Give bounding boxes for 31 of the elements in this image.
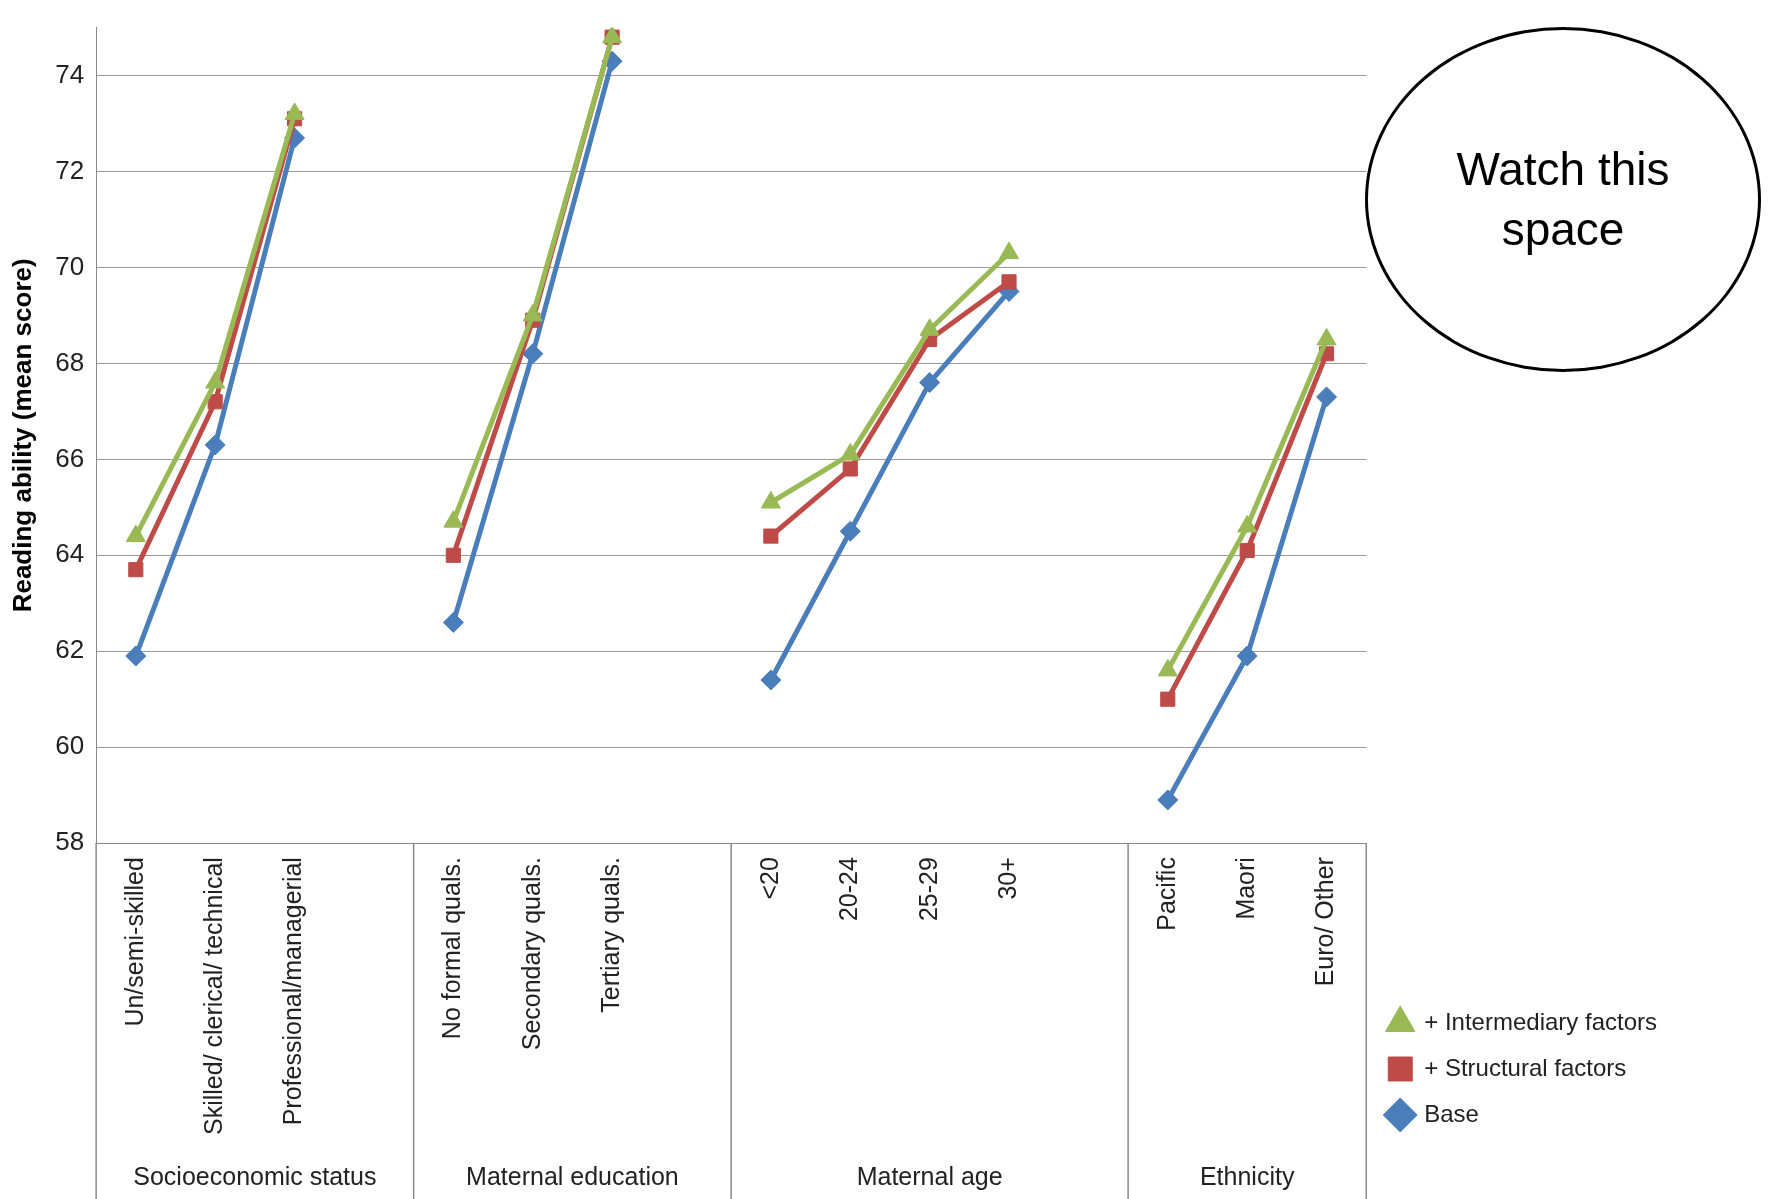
legend-label: Base xyxy=(1424,1099,1479,1127)
x-tick-label: <20 xyxy=(754,857,783,900)
y-tick-label: 64 xyxy=(55,538,85,569)
x-tick-label: No formal quals. xyxy=(437,857,466,1040)
y-tick-label: 68 xyxy=(55,346,85,377)
legend-label: + Intermediary factors xyxy=(1424,1007,1658,1035)
x-tick-label: 25-29 xyxy=(913,857,942,922)
oval-outline: Watch this space xyxy=(1365,27,1761,372)
y-tick-label: 70 xyxy=(55,250,85,281)
x-tick-label: Maori xyxy=(1231,857,1260,920)
x-tick-label: Euro/ Other xyxy=(1310,857,1339,987)
y-tick-label: 66 xyxy=(55,442,85,473)
x-tick-label: Secondary quals. xyxy=(516,857,545,1051)
y-tick-label: 58 xyxy=(55,826,85,857)
text: Socioeconomic status xyxy=(133,1162,377,1191)
x-tick-label: Tertiary quals. xyxy=(596,857,624,1013)
y-tick-label: 62 xyxy=(55,634,85,665)
x-tick-label: 30+ xyxy=(992,857,1021,900)
x-tick-label: 20-24 xyxy=(834,857,863,922)
text: Ethnicity xyxy=(1199,1162,1295,1191)
x-tick-label: Skilled/ clerical/ technical xyxy=(199,857,228,1136)
y-axis-title: Reading ability (mean score) xyxy=(6,258,37,613)
text: Maternal education xyxy=(466,1162,679,1191)
y-tick-label: 72 xyxy=(55,154,85,185)
x-tick-label: Un/semi-skilled xyxy=(119,857,148,1027)
y-tick-label: 60 xyxy=(55,730,85,761)
legend-label: + Structural factors xyxy=(1424,1053,1627,1081)
x-tick-label: Professional/managerial xyxy=(278,857,307,1126)
text: Maternal age xyxy=(856,1162,1003,1191)
y-tick-label: 74 xyxy=(55,58,85,89)
x-tick-label: Pacific xyxy=(1151,857,1180,931)
